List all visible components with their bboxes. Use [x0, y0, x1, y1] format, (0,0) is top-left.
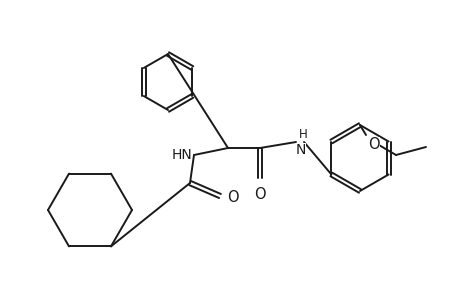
Text: HN: HN: [171, 148, 191, 162]
Text: O: O: [367, 137, 379, 152]
Text: O: O: [254, 187, 265, 202]
Text: O: O: [226, 190, 238, 205]
Text: N: N: [295, 143, 306, 157]
Text: H: H: [298, 128, 307, 141]
